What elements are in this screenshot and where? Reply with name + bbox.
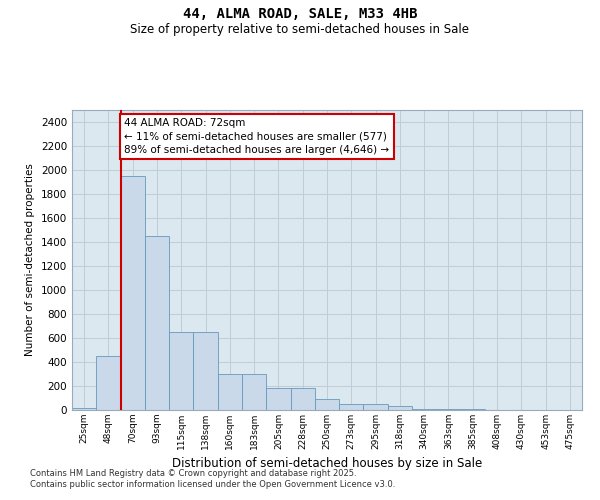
Bar <box>121 176 145 410</box>
Bar <box>388 406 412 410</box>
Bar <box>96 356 121 410</box>
Text: 44 ALMA ROAD: 72sqm
← 11% of semi-detached houses are smaller (577)
89% of semi-: 44 ALMA ROAD: 72sqm ← 11% of semi-detach… <box>124 118 389 155</box>
Bar <box>412 409 436 410</box>
Bar <box>193 332 218 410</box>
Bar <box>339 404 364 410</box>
Y-axis label: Number of semi-detached properties: Number of semi-detached properties <box>25 164 35 356</box>
Bar <box>436 409 461 410</box>
Bar <box>218 374 242 410</box>
Bar <box>242 374 266 410</box>
Bar <box>266 388 290 410</box>
Bar <box>72 408 96 410</box>
Bar <box>315 399 339 410</box>
Bar <box>364 404 388 410</box>
Text: Contains HM Land Registry data © Crown copyright and database right 2025.: Contains HM Land Registry data © Crown c… <box>30 468 356 477</box>
Text: 44, ALMA ROAD, SALE, M33 4HB: 44, ALMA ROAD, SALE, M33 4HB <box>183 8 417 22</box>
Bar <box>169 332 193 410</box>
Text: Size of property relative to semi-detached houses in Sale: Size of property relative to semi-detach… <box>131 22 470 36</box>
X-axis label: Distribution of semi-detached houses by size in Sale: Distribution of semi-detached houses by … <box>172 458 482 470</box>
Bar <box>290 388 315 410</box>
Text: Contains public sector information licensed under the Open Government Licence v3: Contains public sector information licen… <box>30 480 395 489</box>
Bar <box>145 236 169 410</box>
